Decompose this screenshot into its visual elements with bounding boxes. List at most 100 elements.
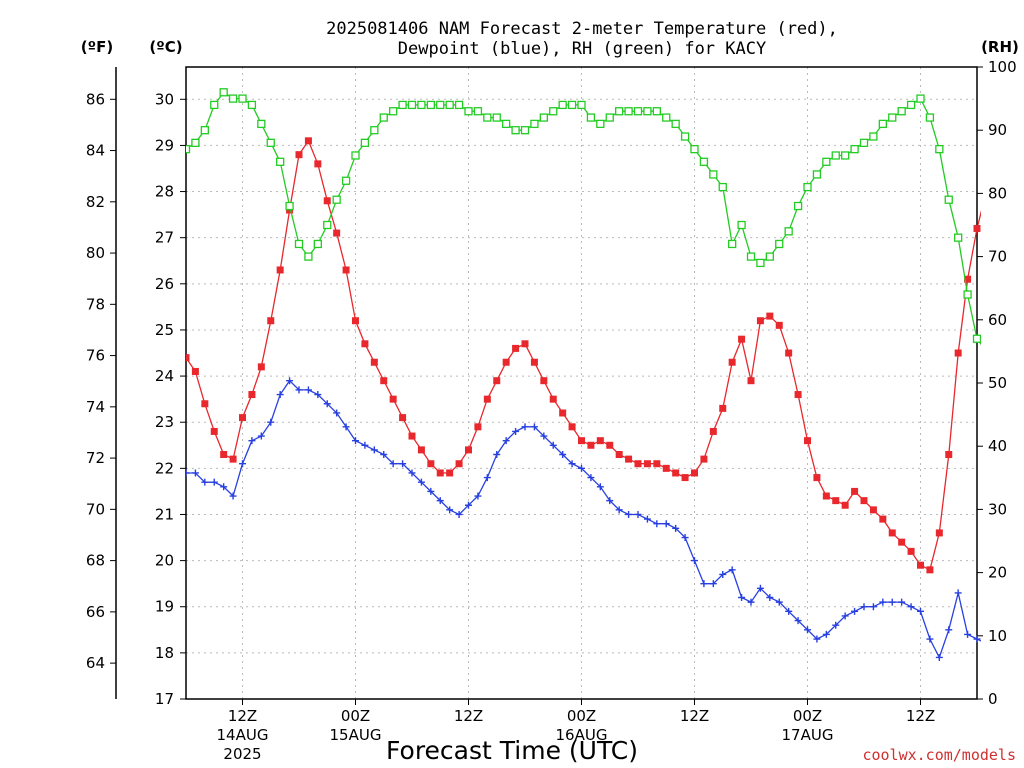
dewpoint-point	[540, 432, 548, 440]
rh-point	[191, 138, 200, 147]
dewpoint-point	[474, 492, 482, 500]
temperature-point	[512, 344, 520, 352]
celsius-unit-label: (ºC)	[149, 38, 182, 56]
temperature-point	[615, 451, 623, 459]
temperature-point	[446, 469, 454, 477]
credit-label: coolwx.com/models	[862, 746, 1016, 764]
fahrenheit-tick-label: 82	[86, 193, 105, 211]
fahrenheit-tick-label: 76	[86, 347, 105, 365]
temperature-line	[186, 139, 981, 571]
rh-point	[304, 252, 313, 261]
rh-point	[718, 182, 727, 192]
dewpoint-point	[804, 626, 811, 634]
rh-point	[454, 100, 464, 110]
temperature-point	[370, 358, 378, 366]
dewpoint-point	[841, 612, 849, 620]
dewpoint-point	[286, 377, 294, 385]
x-tick-label: 12Z	[680, 707, 709, 725]
rh-point	[784, 227, 793, 236]
dewpoint-point	[248, 437, 256, 445]
dewpoint-point	[596, 483, 604, 491]
rh-point	[906, 100, 916, 110]
rh-point	[615, 107, 624, 116]
temperature-point	[559, 409, 567, 417]
temperature-point	[794, 391, 802, 399]
temperature-point	[700, 455, 708, 463]
dewpoint-point	[926, 635, 934, 643]
temperature-point	[634, 460, 642, 468]
fahrenheit-unit-label: (ºF)	[81, 38, 113, 56]
rh-point	[577, 100, 586, 110]
temperature-point	[625, 455, 633, 463]
dewpoint-point	[888, 598, 896, 606]
rh-point	[228, 94, 238, 103]
rh-point	[596, 119, 605, 129]
x-tick-date-label: 14AUG	[217, 726, 269, 744]
rh-point	[436, 100, 445, 110]
rh-point	[257, 119, 266, 129]
rh-point	[916, 94, 925, 103]
rh-tick-label: 20	[988, 564, 1007, 582]
dewpoint-point	[521, 423, 529, 431]
x-tick-date-label: 15AUG	[330, 726, 382, 744]
temperature-point	[869, 506, 877, 514]
temperature-point	[973, 224, 981, 232]
temperature-point	[295, 151, 303, 159]
x-tick-label: 12Z	[906, 707, 935, 725]
dewpoint-point	[869, 603, 877, 611]
temperature-point	[917, 561, 924, 569]
dewpoint-point	[408, 469, 416, 477]
dewpoint-point	[643, 515, 651, 523]
temperature-point	[408, 432, 416, 440]
x-tick-date-label: 17AUG	[782, 726, 834, 744]
rh-tick-label: 60	[988, 311, 1007, 329]
dewpoint-point	[257, 432, 265, 440]
temperature-point	[813, 474, 821, 482]
rh-point	[398, 100, 407, 110]
fahrenheit-tick-label: 66	[86, 603, 105, 621]
rh-point	[200, 126, 209, 135]
temperature-point	[738, 335, 746, 343]
dewpoint-point	[634, 510, 642, 518]
temperature-point	[888, 529, 896, 537]
dewpoint-point	[229, 492, 237, 500]
dewpoint-point	[502, 437, 510, 445]
rh-point	[539, 113, 548, 122]
celsius-tick-label: 21	[155, 505, 174, 523]
temperature-point	[323, 197, 331, 205]
dewpoint-point	[879, 598, 887, 606]
temperature-point	[417, 446, 425, 454]
x-tick-label: 00Z	[567, 707, 596, 725]
dewpoint-point	[756, 584, 764, 592]
rh-point	[323, 220, 332, 230]
x-tick-label: 00Z	[793, 707, 822, 725]
rh-point	[341, 176, 351, 185]
rh-point	[502, 119, 511, 129]
dewpoint-point	[973, 635, 981, 643]
dewpoint-point	[436, 497, 444, 505]
celsius-tick-label: 23	[155, 413, 174, 431]
celsius-tick-label: 24	[155, 367, 174, 385]
dewpoint-point	[210, 478, 218, 486]
chart-title-line2: Dewpoint (blue), RH (green) for KACY	[398, 39, 766, 59]
dewpoint-point	[766, 594, 774, 602]
dewpoint-point	[851, 607, 859, 615]
rh-point	[897, 107, 906, 116]
rh-point	[983, 348, 990, 355]
celsius-tick-label: 20	[155, 552, 174, 570]
rh-point	[935, 145, 944, 154]
rh-point	[803, 182, 812, 192]
rh-point	[511, 126, 520, 135]
rh-point	[586, 113, 596, 122]
temperature-point	[643, 460, 651, 468]
rh-point	[878, 119, 887, 129]
dewpoint-point	[917, 607, 924, 615]
dewpoint-point	[662, 520, 670, 528]
rh-point	[972, 334, 981, 343]
rh-point	[662, 113, 671, 122]
temperature-point	[606, 441, 614, 449]
temperature-point	[361, 340, 369, 348]
temperature-point	[662, 464, 670, 472]
temperature-point	[766, 312, 774, 320]
dewpoint-point	[389, 460, 397, 468]
